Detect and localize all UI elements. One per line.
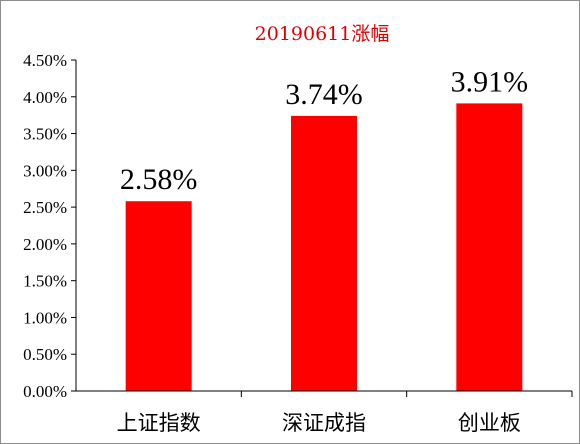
bars xyxy=(125,103,523,392)
data-label: 2.58% xyxy=(120,163,198,196)
y-tick-label: 2.00% xyxy=(23,235,67,254)
bar xyxy=(125,201,192,391)
chart-title: 20190611涨幅 xyxy=(255,23,390,45)
y-tick-label: 2.50% xyxy=(23,198,67,217)
y-tick-label: 0.50% xyxy=(23,345,67,364)
y-tick-label: 0.00% xyxy=(23,382,67,401)
y-axis-ticks: 0.00% 0.50% 1.00% 1.50% 2.00% 2.50% 3.00% 3.50%… xyxy=(23,51,76,401)
data-label: 3.91% xyxy=(451,65,529,98)
y-tick-label: 1.00% xyxy=(23,308,67,327)
y-tick-label: 1.50% xyxy=(23,272,67,291)
y-tick-label: 3.50% xyxy=(23,125,67,144)
category-label: 深证成指 xyxy=(282,411,366,435)
bar xyxy=(291,115,357,391)
y-tick-label: 3.00% xyxy=(23,161,67,180)
category-label: 创业板 xyxy=(458,411,521,435)
bar xyxy=(456,103,523,392)
data-labels: 2.58% 3.74% 3.91% xyxy=(120,65,528,196)
y-tick-label: 4.00% xyxy=(23,88,67,107)
data-label: 3.74% xyxy=(285,78,363,111)
category-label: 上证指数 xyxy=(117,411,201,435)
x-axis-categories: 上证指数 深证成指 创业板 xyxy=(117,391,573,435)
y-tick-label: 4.50% xyxy=(23,51,67,70)
